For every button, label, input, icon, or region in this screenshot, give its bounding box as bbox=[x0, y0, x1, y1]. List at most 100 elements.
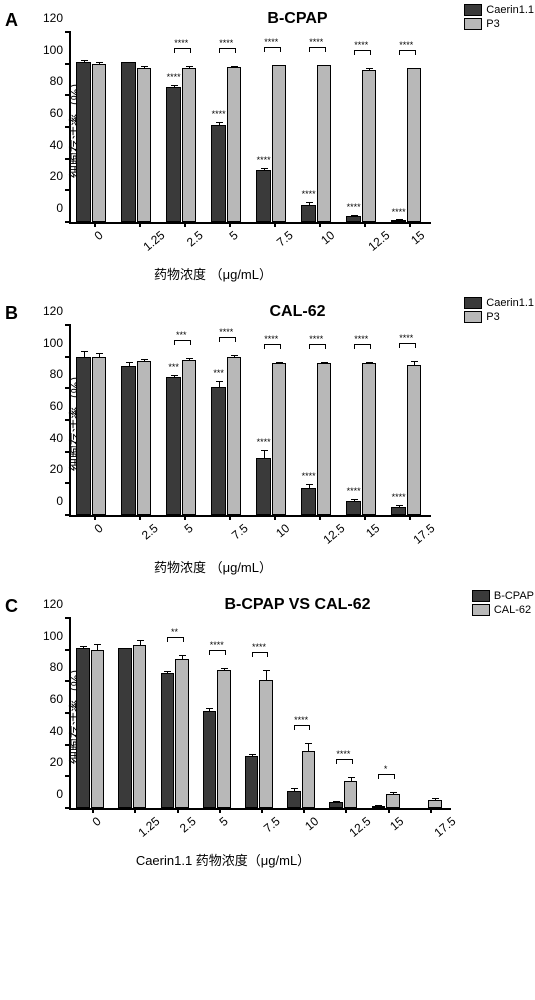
y-tick-label: 60 bbox=[50, 399, 63, 413]
significance-stars: **** bbox=[212, 110, 226, 119]
bar bbox=[161, 673, 175, 808]
y-tick-label: 100 bbox=[43, 336, 63, 350]
bar bbox=[386, 794, 400, 808]
error-bar bbox=[144, 66, 145, 69]
bar bbox=[227, 67, 241, 222]
error-bar bbox=[84, 351, 85, 357]
significance-bracket bbox=[264, 344, 281, 349]
significance-stars: **** bbox=[347, 203, 361, 212]
x-tick bbox=[92, 808, 94, 813]
error-bar bbox=[264, 168, 265, 171]
x-tick-label: 15 bbox=[363, 521, 382, 540]
bar bbox=[76, 62, 90, 222]
plot-area: 020406080100120细胞存活率（%）01.25****2.5****5… bbox=[69, 32, 431, 224]
error-bar bbox=[234, 66, 235, 68]
x-tick bbox=[274, 222, 276, 227]
legend-swatch bbox=[464, 4, 482, 16]
error-bar bbox=[264, 450, 265, 460]
x-tick-label: 0 bbox=[90, 814, 104, 829]
legend: B-CPAP CAL-62 bbox=[472, 590, 534, 618]
bar bbox=[362, 70, 376, 222]
chart-title: B-CPAP bbox=[65, 10, 530, 28]
x-tick bbox=[409, 515, 411, 520]
error-bar bbox=[399, 505, 400, 508]
error-bar bbox=[234, 355, 235, 358]
x-tick bbox=[261, 808, 263, 813]
chart-panel: BCAL-62Caerin1.1P3020406080100120细胞存活率（%… bbox=[5, 303, 530, 576]
significance-stars: **** bbox=[264, 335, 279, 344]
bar bbox=[76, 357, 90, 515]
bar bbox=[329, 802, 343, 808]
legend-label: P3 bbox=[486, 18, 499, 30]
error-bar bbox=[435, 798, 436, 801]
legend-label: CAL-62 bbox=[494, 604, 531, 616]
error-bar bbox=[189, 358, 190, 361]
significance-bracket bbox=[354, 344, 371, 349]
error-bar bbox=[354, 215, 355, 217]
bar bbox=[391, 220, 405, 222]
x-tick bbox=[134, 808, 136, 813]
significance-stars: **** bbox=[302, 472, 316, 481]
significance-stars: **** bbox=[336, 750, 351, 759]
error-bar bbox=[309, 484, 310, 489]
x-tick bbox=[364, 515, 366, 520]
significance-bracket bbox=[309, 47, 326, 52]
x-tick-label: 17.5 bbox=[431, 814, 458, 840]
error-bar bbox=[174, 375, 175, 378]
legend-item: B-CPAP bbox=[472, 590, 534, 602]
bar bbox=[245, 756, 259, 808]
bar bbox=[166, 87, 180, 222]
bar bbox=[137, 361, 151, 515]
legend-swatch bbox=[464, 297, 482, 309]
bar bbox=[272, 363, 286, 515]
x-tick bbox=[274, 515, 276, 520]
y-tick-label: 60 bbox=[50, 692, 63, 706]
bar bbox=[76, 648, 90, 808]
bar bbox=[362, 363, 376, 515]
error-bar bbox=[351, 777, 352, 782]
significance-stars: **** bbox=[399, 334, 414, 343]
legend-item: Caerin1.1 bbox=[464, 4, 534, 16]
bar bbox=[211, 125, 225, 222]
panel-letter: A bbox=[5, 10, 18, 31]
significance-stars: **** bbox=[219, 328, 234, 337]
error-bar bbox=[369, 68, 370, 71]
y-tick bbox=[65, 356, 71, 358]
y-tick-label: 80 bbox=[50, 74, 63, 88]
significance-bracket bbox=[378, 774, 395, 779]
y-tick-label: 120 bbox=[43, 304, 63, 318]
error-bar bbox=[182, 655, 183, 660]
legend-item: CAL-62 bbox=[472, 604, 534, 616]
y-tick bbox=[65, 617, 71, 619]
x-tick bbox=[139, 222, 141, 227]
bar bbox=[182, 68, 196, 222]
chart-wrap: Caerin1.1P3020406080100120细胞存活率（%）01.25*… bbox=[33, 32, 530, 224]
x-tick-label: 1.25 bbox=[136, 814, 163, 840]
x-tick-label: 0 bbox=[91, 228, 105, 243]
error-bar bbox=[189, 66, 190, 69]
x-tick-label: 2.5 bbox=[176, 814, 198, 835]
significance-bracket bbox=[219, 337, 236, 342]
error-bar bbox=[279, 65, 280, 67]
significance-stars: **** bbox=[354, 41, 369, 50]
bar bbox=[166, 377, 180, 515]
legend: Caerin1.1 P3 bbox=[464, 4, 534, 32]
significance-stars: ** bbox=[167, 628, 182, 637]
bar bbox=[428, 800, 442, 808]
y-tick-label: 40 bbox=[50, 431, 63, 445]
error-bar bbox=[219, 122, 220, 127]
x-tick bbox=[229, 515, 231, 520]
chart-panel: CB-CPAP VS CAL-62B-CPAPCAL-6202040608010… bbox=[5, 596, 530, 869]
y-tick-label: 120 bbox=[43, 11, 63, 25]
bar bbox=[391, 507, 405, 515]
bar bbox=[317, 65, 331, 222]
bar bbox=[182, 360, 196, 515]
x-tick bbox=[94, 222, 96, 227]
error-bar bbox=[252, 754, 253, 757]
error-bar bbox=[97, 644, 98, 650]
legend-item: P3 bbox=[464, 311, 534, 323]
x-tick bbox=[219, 808, 221, 813]
bar bbox=[203, 711, 217, 808]
y-tick-label: 0 bbox=[56, 201, 63, 215]
x-tick-label: 12.5 bbox=[365, 228, 392, 254]
